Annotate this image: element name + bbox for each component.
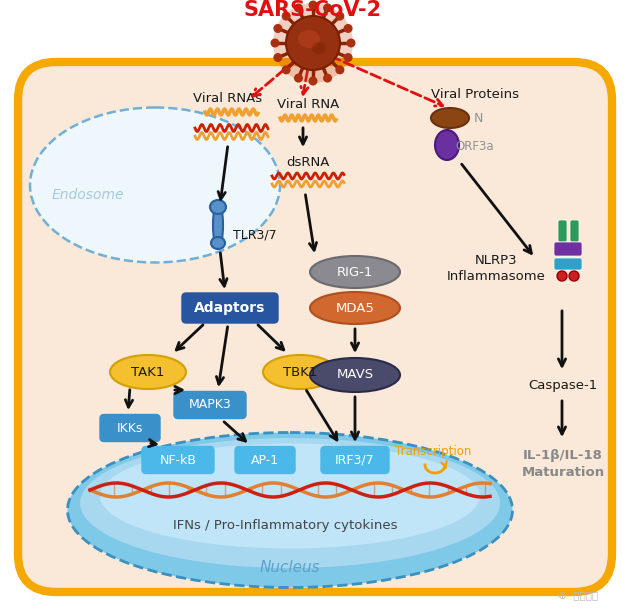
Text: Nucleus: Nucleus	[260, 560, 320, 576]
Ellipse shape	[30, 108, 280, 263]
Text: SARS-CoV-2: SARS-CoV-2	[244, 0, 382, 20]
Text: Viral Proteins: Viral Proteins	[431, 89, 519, 101]
Ellipse shape	[213, 201, 223, 249]
Ellipse shape	[335, 12, 345, 21]
Ellipse shape	[273, 24, 282, 33]
Ellipse shape	[273, 3, 353, 83]
Ellipse shape	[270, 38, 280, 48]
Ellipse shape	[210, 200, 226, 214]
Ellipse shape	[298, 30, 320, 48]
Text: Inflammasome: Inflammasome	[447, 269, 546, 282]
Ellipse shape	[294, 4, 303, 12]
Text: NF-kB: NF-kB	[159, 453, 197, 467]
Ellipse shape	[211, 237, 225, 249]
FancyBboxPatch shape	[554, 258, 582, 270]
Ellipse shape	[435, 130, 459, 160]
Text: MDA5: MDA5	[336, 301, 374, 315]
Ellipse shape	[323, 73, 332, 82]
Ellipse shape	[282, 12, 290, 21]
Text: Endosome: Endosome	[52, 188, 124, 202]
Ellipse shape	[286, 16, 340, 70]
Text: Transcription: Transcription	[395, 445, 471, 458]
Text: Viral RNAs: Viral RNAs	[193, 92, 263, 104]
Ellipse shape	[263, 355, 337, 389]
Ellipse shape	[343, 24, 353, 33]
Text: dsRNA: dsRNA	[286, 156, 329, 169]
FancyBboxPatch shape	[182, 293, 278, 323]
Text: IRF3/7: IRF3/7	[335, 453, 375, 467]
Text: Caspase-1: Caspase-1	[529, 378, 598, 392]
Text: ⊕  病毒学界: ⊕ 病毒学界	[558, 590, 598, 600]
Ellipse shape	[110, 355, 186, 389]
Text: AP-1: AP-1	[251, 453, 279, 467]
Text: Viral RNA: Viral RNA	[277, 98, 339, 111]
Ellipse shape	[294, 73, 303, 82]
Text: N: N	[473, 111, 483, 125]
Text: IKKs: IKKs	[117, 422, 143, 434]
Text: Adaptors: Adaptors	[194, 301, 266, 315]
Ellipse shape	[310, 358, 400, 392]
Ellipse shape	[100, 444, 480, 549]
Ellipse shape	[309, 1, 318, 10]
Ellipse shape	[67, 433, 512, 588]
Text: Maturation: Maturation	[522, 466, 605, 478]
Text: ORF3a: ORF3a	[455, 141, 495, 153]
FancyBboxPatch shape	[235, 447, 295, 474]
Text: TBK1: TBK1	[283, 365, 317, 378]
FancyBboxPatch shape	[174, 392, 246, 419]
Ellipse shape	[335, 65, 345, 75]
Text: IFNs / Pro-Inflammatory cytokines: IFNs / Pro-Inflammatory cytokines	[173, 519, 398, 533]
Ellipse shape	[282, 65, 290, 75]
Text: MAVS: MAVS	[336, 368, 374, 381]
Ellipse shape	[310, 256, 400, 288]
Ellipse shape	[557, 271, 567, 281]
Ellipse shape	[346, 38, 355, 48]
Text: MAPK3: MAPK3	[188, 398, 231, 411]
Text: IL-1β/IL-18: IL-1β/IL-18	[523, 448, 603, 461]
Text: TLR3/7: TLR3/7	[233, 229, 277, 241]
FancyBboxPatch shape	[142, 447, 214, 474]
Ellipse shape	[323, 4, 332, 12]
FancyBboxPatch shape	[321, 447, 389, 474]
Ellipse shape	[310, 292, 400, 324]
FancyBboxPatch shape	[554, 242, 582, 256]
Ellipse shape	[80, 438, 500, 568]
FancyBboxPatch shape	[570, 220, 579, 242]
Ellipse shape	[312, 42, 326, 54]
FancyBboxPatch shape	[100, 414, 160, 442]
Text: RIG-1: RIG-1	[337, 266, 373, 279]
Ellipse shape	[431, 108, 469, 128]
Text: TAK1: TAK1	[131, 365, 164, 378]
FancyBboxPatch shape	[18, 62, 612, 592]
Ellipse shape	[309, 76, 318, 86]
Ellipse shape	[273, 53, 282, 62]
Text: NLRP3: NLRP3	[474, 254, 517, 266]
Ellipse shape	[569, 271, 579, 281]
Ellipse shape	[343, 53, 353, 62]
FancyBboxPatch shape	[558, 220, 567, 242]
